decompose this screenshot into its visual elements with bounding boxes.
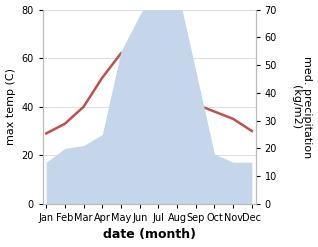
Y-axis label: med. precipitation
(kg/m2): med. precipitation (kg/m2) — [291, 56, 313, 158]
Y-axis label: max temp (C): max temp (C) — [5, 68, 16, 145]
X-axis label: date (month): date (month) — [102, 228, 196, 242]
